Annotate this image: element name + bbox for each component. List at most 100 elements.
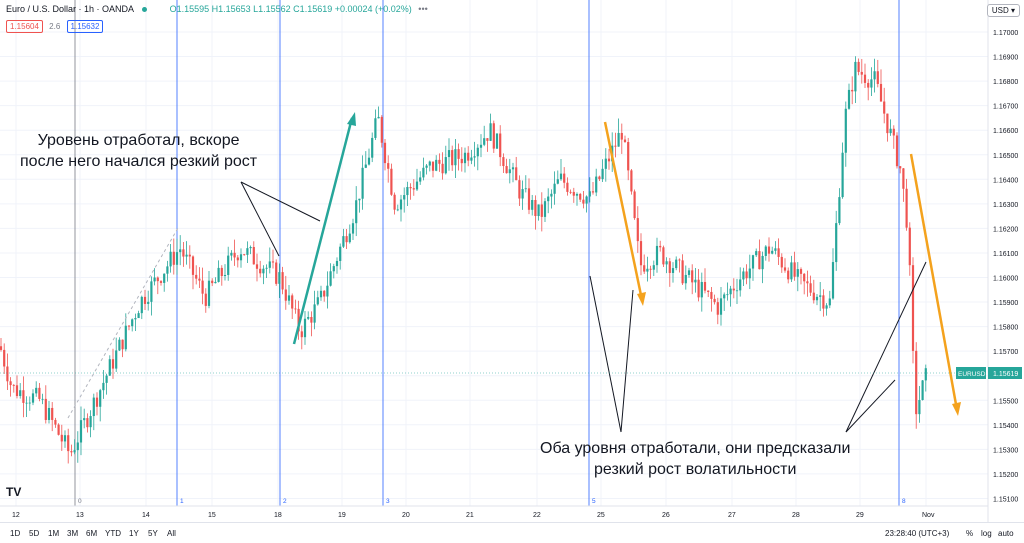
candle-body	[470, 157, 473, 161]
candle-body	[131, 319, 134, 327]
pointer-line	[240, 181, 280, 257]
candle-body	[118, 339, 121, 351]
candle-body	[646, 268, 649, 272]
candle-body	[537, 204, 540, 217]
candle-body	[92, 397, 95, 417]
candle-body	[713, 298, 716, 303]
candle-body	[915, 350, 918, 415]
range-button-1d[interactable]: 1D	[10, 529, 21, 538]
candle-body	[236, 257, 239, 261]
candle-body	[435, 159, 438, 171]
candle-body	[102, 382, 105, 391]
candle-body	[12, 385, 15, 386]
candle-body	[326, 285, 329, 297]
candle-body	[652, 265, 655, 270]
candle-body	[364, 164, 367, 168]
candle-body	[703, 281, 707, 291]
range-button-5y[interactable]: 5Y	[148, 529, 158, 538]
candle-body	[76, 442, 79, 451]
range-button-1y[interactable]: 1Y	[129, 529, 139, 538]
candle-body	[19, 390, 22, 397]
candle-body	[291, 295, 294, 309]
candle-body	[623, 139, 627, 143]
candle-body	[287, 295, 291, 301]
time-tick: 26	[662, 512, 670, 519]
currency-select[interactable]: USD ▾	[986, 4, 1020, 17]
candle-body	[595, 176, 598, 193]
candle-body	[719, 298, 723, 315]
candle-body	[697, 279, 700, 298]
candle-body	[153, 277, 156, 282]
candle-body	[95, 397, 99, 407]
candle-body	[31, 393, 35, 403]
chart-grid	[0, 0, 988, 506]
pointer-line	[845, 379, 896, 433]
candle-body	[233, 252, 236, 258]
candle-body	[377, 116, 380, 119]
candle-body	[716, 302, 719, 315]
range-button-ytd[interactable]: YTD	[105, 529, 121, 538]
candle-body	[457, 149, 460, 159]
log-toggle[interactable]: log	[981, 529, 992, 538]
sell-button[interactable]: 1.15604	[6, 20, 43, 33]
candle-body	[294, 308, 297, 310]
candle-body	[604, 158, 607, 169]
candle-body	[425, 165, 428, 168]
candle-body	[633, 191, 636, 219]
candle-body	[441, 163, 444, 174]
candle-body	[614, 145, 617, 147]
auto-toggle[interactable]: auto	[998, 529, 1014, 538]
candle-body	[524, 188, 527, 190]
session-label: 8	[902, 498, 906, 505]
candle-body	[335, 260, 339, 267]
candle-body	[620, 132, 623, 140]
candle-body	[543, 201, 547, 217]
buy-button[interactable]: 1.15632	[66, 20, 104, 33]
candle-body	[857, 61, 860, 72]
candle-body	[745, 271, 748, 279]
candle-body	[774, 248, 777, 251]
candle-body	[108, 359, 111, 376]
candle-body	[694, 279, 697, 283]
candle-body	[262, 268, 265, 274]
time-tick: 13	[76, 512, 84, 519]
candle-body	[579, 193, 582, 200]
range-button-6m[interactable]: 6M	[86, 529, 98, 538]
candle-body	[860, 71, 863, 75]
symbol-title[interactable]: Euro / U.S. Dollar · 1h · OANDA	[6, 4, 134, 14]
candle-body	[812, 292, 815, 301]
range-button-3m[interactable]: 3M	[67, 529, 79, 538]
percent-toggle[interactable]: %	[966, 529, 974, 538]
time-tick: 22	[533, 512, 541, 519]
range-button-5d[interactable]: 5D	[29, 529, 40, 538]
time-tick: 20	[402, 512, 410, 519]
candle-body	[415, 181, 419, 190]
candle-body	[803, 273, 806, 282]
price-tick: 1.16200	[993, 226, 1018, 233]
candle-body	[38, 387, 41, 399]
candle-body	[748, 268, 751, 279]
candle-body	[246, 248, 249, 255]
candle-body	[3, 349, 6, 367]
more-icon[interactable]: •••	[418, 4, 428, 14]
price-tick: 1.16000	[993, 276, 1018, 283]
range-button-1m[interactable]: 1M	[48, 529, 60, 538]
candle-body	[166, 266, 169, 274]
candle-body	[204, 293, 207, 306]
candle-body	[195, 274, 198, 279]
candle-body	[547, 196, 550, 202]
candle-body	[540, 204, 543, 217]
candle-body	[143, 296, 147, 304]
range-button-all[interactable]: All	[167, 529, 176, 538]
orange-arrow-2	[909, 153, 959, 411]
candle-body	[710, 291, 713, 299]
time-tick: 18	[274, 512, 282, 519]
candle-body	[454, 149, 457, 166]
candle-body	[483, 138, 486, 145]
candle-body	[406, 187, 409, 196]
candle-body	[156, 277, 159, 282]
chart-header: Euro / U.S. Dollar · 1h · OANDA O1.15595…	[6, 4, 428, 14]
candle-body	[380, 116, 383, 143]
price-tick: 1.15100	[993, 496, 1018, 503]
